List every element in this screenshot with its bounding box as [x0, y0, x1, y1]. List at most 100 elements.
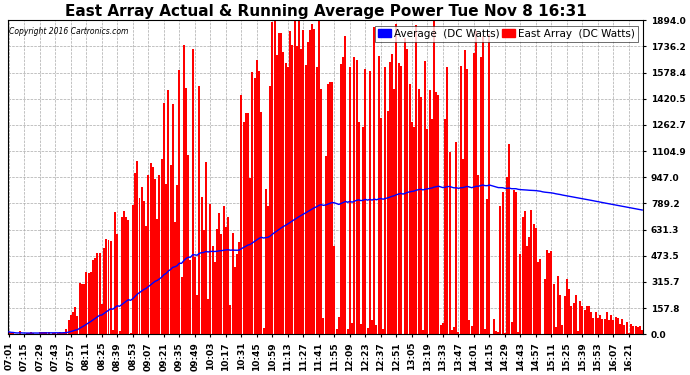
Bar	[606, 312, 608, 334]
Bar	[602, 319, 603, 334]
Legend: Average  (DC Watts), East Array  (DC Watts): Average (DC Watts), East Array (DC Watts…	[375, 26, 638, 42]
Bar	[544, 279, 546, 334]
Bar	[540, 260, 542, 334]
Bar	[77, 316, 79, 334]
Bar	[393, 89, 395, 334]
Bar	[46, 332, 48, 334]
Bar	[475, 31, 477, 334]
Bar	[309, 30, 311, 334]
Bar	[431, 118, 433, 334]
Bar	[626, 322, 628, 334]
Bar	[613, 320, 614, 334]
Bar	[81, 284, 83, 334]
Bar	[205, 162, 207, 334]
Bar	[101, 304, 103, 334]
Bar	[83, 284, 85, 334]
Bar	[75, 307, 77, 334]
Title: East Array Actual & Running Average Power Tue Nov 8 16:31: East Array Actual & Running Average Powe…	[65, 4, 586, 19]
Bar	[577, 331, 579, 334]
Bar	[128, 220, 130, 334]
Bar	[108, 240, 110, 334]
Bar	[203, 230, 205, 334]
Bar	[41, 332, 43, 334]
Bar	[573, 303, 575, 334]
Bar	[400, 66, 402, 335]
Bar	[375, 324, 377, 334]
Bar	[234, 267, 236, 334]
Bar	[68, 320, 70, 334]
Bar	[134, 173, 136, 334]
Bar	[373, 27, 375, 334]
Bar	[404, 38, 406, 334]
Bar	[276, 55, 278, 334]
Bar	[10, 333, 12, 334]
Bar	[524, 211, 526, 334]
Bar	[103, 248, 105, 334]
Bar	[586, 306, 588, 334]
Bar	[245, 113, 247, 334]
Bar	[473, 53, 475, 334]
Bar	[218, 213, 220, 334]
Bar	[258, 71, 260, 334]
Bar	[322, 318, 324, 334]
Bar	[141, 187, 143, 334]
Bar	[148, 175, 149, 334]
Bar	[579, 300, 581, 334]
Bar	[437, 95, 440, 334]
Bar	[229, 304, 231, 334]
Bar	[238, 242, 240, 334]
Bar	[486, 199, 489, 334]
Bar	[214, 262, 216, 334]
Bar	[70, 315, 72, 334]
Bar	[106, 239, 107, 334]
Bar	[137, 160, 138, 334]
Bar	[289, 31, 291, 334]
Bar	[285, 63, 286, 334]
Bar	[599, 315, 601, 334]
Bar	[460, 66, 462, 334]
Bar	[145, 226, 147, 334]
Bar	[455, 142, 457, 334]
Bar	[313, 29, 315, 334]
Bar	[639, 326, 641, 334]
Bar	[232, 233, 233, 334]
Bar	[143, 201, 145, 334]
Bar	[364, 69, 366, 334]
Bar	[566, 279, 568, 334]
Bar	[355, 60, 357, 334]
Bar	[346, 329, 348, 334]
Bar	[130, 333, 132, 334]
Bar	[369, 71, 371, 334]
Bar	[117, 234, 119, 334]
Bar	[48, 332, 50, 334]
Bar	[462, 159, 464, 334]
Bar	[247, 113, 249, 334]
Bar	[265, 189, 267, 334]
Bar	[497, 333, 500, 334]
Bar	[236, 254, 238, 334]
Bar	[327, 84, 328, 334]
Bar	[526, 246, 528, 334]
Bar	[617, 318, 619, 334]
Bar	[362, 127, 364, 334]
Bar	[114, 212, 116, 334]
Bar	[608, 320, 610, 334]
Bar	[190, 260, 191, 334]
Bar	[597, 318, 599, 334]
Bar	[23, 333, 26, 334]
Bar	[225, 227, 227, 334]
Bar	[296, 46, 297, 334]
Bar	[280, 33, 282, 334]
Bar	[520, 254, 522, 334]
Bar	[267, 206, 269, 334]
Bar	[435, 92, 437, 334]
Bar	[344, 36, 346, 334]
Bar	[513, 190, 515, 334]
Bar	[179, 69, 180, 334]
Bar	[495, 331, 497, 334]
Bar	[533, 224, 535, 334]
Bar	[575, 295, 577, 334]
Bar	[95, 258, 96, 334]
Bar	[97, 253, 99, 334]
Bar	[176, 185, 178, 334]
